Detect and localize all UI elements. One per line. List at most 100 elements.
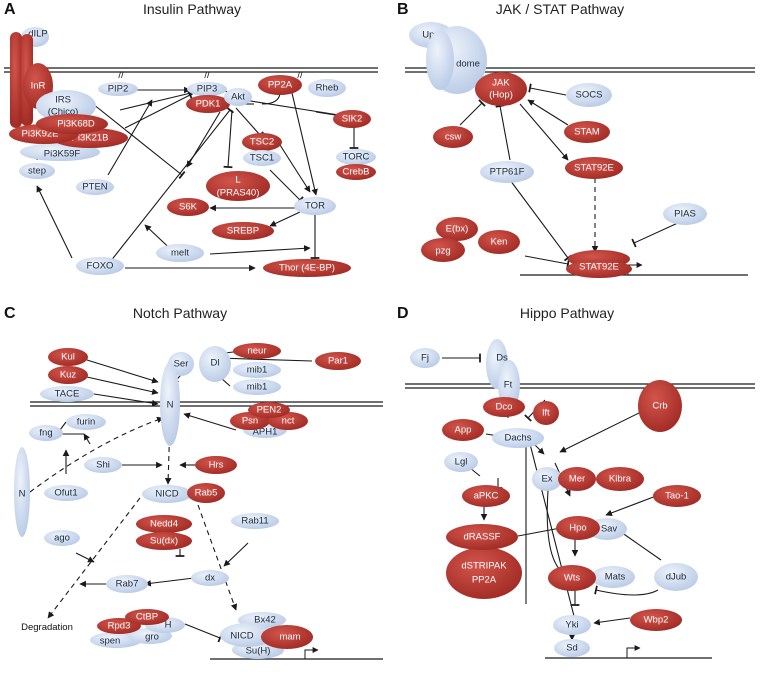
- node-label: NICD: [230, 631, 253, 642]
- node-rab7: [106, 575, 148, 593]
- node-label: TOR: [305, 201, 325, 212]
- node-label: mib1: [247, 365, 268, 376]
- node-label: JAK: [492, 78, 510, 89]
- node-label: pzg: [435, 246, 450, 257]
- node-label: Ken: [491, 237, 508, 248]
- node-ptp61f: [480, 161, 534, 183]
- svg-text://: //: [297, 70, 303, 81]
- node-label: (Chico): [48, 107, 79, 118]
- node-tsc1: [243, 150, 281, 166]
- node-label: Tao-1: [665, 491, 689, 502]
- node-label: Crb: [652, 401, 667, 412]
- node-label: APH1: [253, 427, 278, 438]
- node-label: Upd: [422, 30, 439, 41]
- node-label: App: [455, 425, 472, 436]
- node-label: Hrs: [209, 460, 224, 471]
- node-stat92e-nuclear: [566, 260, 632, 278]
- node-pi3k68d: [36, 114, 108, 134]
- node-nicd-nuclear: [220, 623, 274, 647]
- panel-title: JAK / STAT Pathway: [496, 1, 624, 17]
- node-mib1: [233, 379, 281, 395]
- node-pp2a: [258, 75, 302, 95]
- node-rab11: [231, 513, 279, 529]
- node-label: PIP3: [197, 84, 218, 95]
- node-label: step: [28, 166, 46, 177]
- node-label: Akt: [231, 92, 245, 103]
- node-furin: [66, 414, 106, 430]
- node-label: Rab7: [116, 579, 139, 590]
- node-label: gro: [145, 632, 159, 643]
- node-sudx: [136, 532, 192, 550]
- node-irs: [36, 90, 96, 122]
- node-tsc2: [242, 133, 282, 151]
- node-dstripak: [446, 547, 522, 599]
- promoter-arrow: [304, 647, 319, 659]
- node-akt: [224, 88, 252, 106]
- node-ebx: [436, 217, 478, 241]
- panel-hippo: D Hippo Pathway: [397, 305, 755, 659]
- node-label: Sav: [601, 524, 618, 535]
- node-wts: [548, 565, 596, 591]
- node-label: NICD: [155, 489, 178, 500]
- node-label: Su(H): [246, 646, 271, 657]
- node-pen2: [248, 402, 290, 418]
- node-ken: [478, 230, 520, 254]
- node-label: spen: [100, 636, 121, 647]
- node-torc: [336, 149, 376, 165]
- node-label: Mats: [605, 572, 626, 583]
- node-label: TORC: [343, 152, 370, 163]
- node-label: fng: [39, 428, 52, 439]
- node-label: dome: [456, 59, 480, 70]
- panel-letter: D: [397, 305, 409, 322]
- node-label: Kul: [61, 352, 75, 363]
- node-label: (PRAS40): [217, 188, 260, 199]
- node-label: IRS: [55, 95, 71, 106]
- node-label: melt: [171, 248, 189, 259]
- node-s6k: [167, 198, 209, 216]
- node-label: N: [19, 489, 26, 500]
- node-wbp2: [630, 609, 682, 631]
- node-label: Dl: [211, 358, 220, 369]
- node-label: Lgl: [455, 457, 468, 468]
- node-sd: [554, 639, 590, 657]
- node-label: mib1: [247, 382, 268, 393]
- node-label: InR: [31, 81, 46, 92]
- node-label: E(bx): [446, 224, 469, 235]
- node-lft: [533, 401, 559, 425]
- node-label: neur: [247, 346, 266, 357]
- panel-title: Hippo Pathway: [520, 305, 614, 321]
- node-apkc: [462, 485, 510, 507]
- node-hpo: [556, 516, 600, 540]
- node-ago: [44, 530, 80, 546]
- node-label: ago: [54, 533, 70, 544]
- node-tace: [40, 386, 94, 402]
- degradation-label: Degradation: [21, 622, 73, 633]
- node-rab5: [187, 483, 225, 503]
- node-step: [19, 163, 55, 179]
- node-hrs: [195, 456, 237, 474]
- node-label: FOXO: [87, 261, 114, 272]
- node-mib1: [233, 362, 281, 378]
- node-srebp: [212, 222, 274, 240]
- node-kul: [48, 348, 88, 366]
- panel-letter: A: [4, 1, 16, 18]
- node-label: lft: [542, 408, 550, 419]
- node-label: L: [235, 175, 240, 186]
- node-label: Ofut1: [54, 488, 77, 499]
- node-label: CtBP: [136, 612, 158, 623]
- node-crb: [638, 380, 682, 432]
- svg-text://: //: [118, 70, 124, 81]
- node-label: SIK2: [342, 114, 363, 125]
- node-label: Su(dx): [150, 536, 178, 547]
- node-label: Nedd4: [150, 519, 178, 530]
- node-label: dRASSF: [464, 532, 501, 543]
- inr-receptor-bar: [10, 32, 22, 128]
- notch-receptor: [160, 362, 180, 446]
- panel-title: Insulin Pathway: [143, 1, 241, 17]
- node-ctbp: [125, 609, 169, 625]
- node-label: PP2A: [472, 575, 497, 586]
- node-stam: [564, 121, 610, 143]
- node-ex: [532, 467, 562, 491]
- node-neur: [233, 343, 281, 359]
- node-pdk1: [186, 95, 230, 113]
